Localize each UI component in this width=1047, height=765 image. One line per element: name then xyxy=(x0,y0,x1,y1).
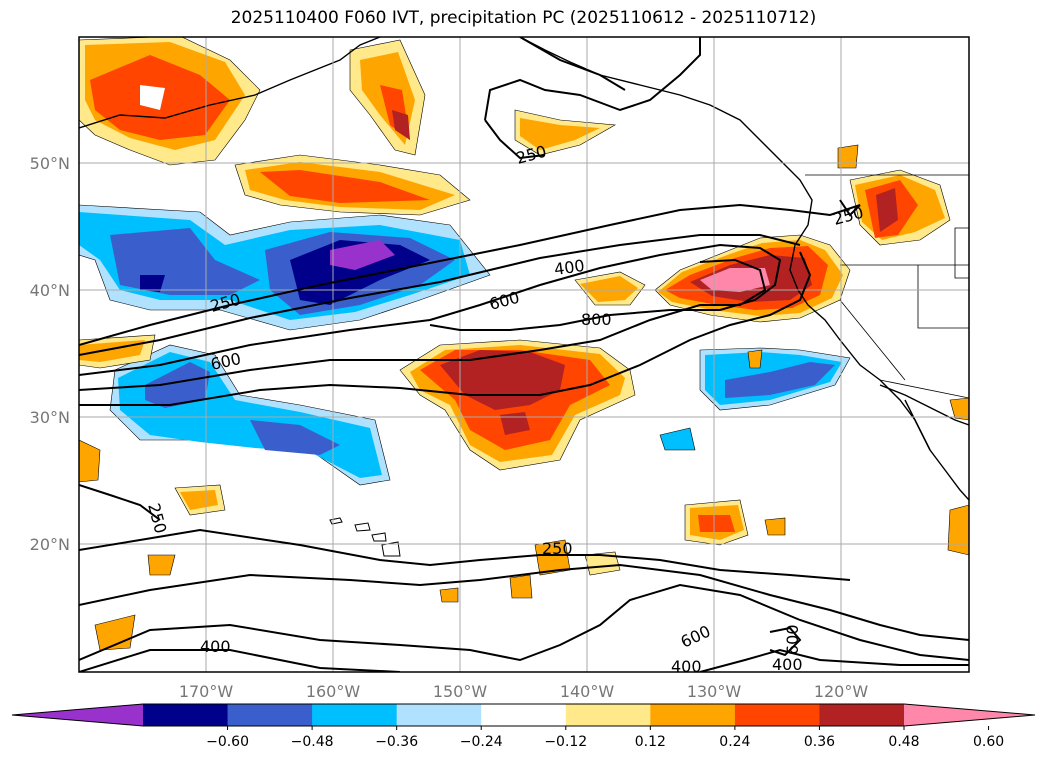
hawaii-islands xyxy=(329,517,401,557)
colorbar-segment xyxy=(312,704,398,726)
contour-label: 250 xyxy=(542,539,573,558)
lon-label: 150°W xyxy=(433,682,488,701)
coastlines xyxy=(79,37,969,501)
lon-label: 130°W xyxy=(687,682,742,701)
colorbar-segment xyxy=(143,704,229,726)
colorbar-segment xyxy=(396,704,482,726)
colorbar-segment xyxy=(819,704,905,726)
contour-label: 400 xyxy=(553,256,586,279)
lat-label: 40°N xyxy=(30,281,70,300)
ivt-contours xyxy=(79,37,969,672)
colorbar-tick-label: 0.48 xyxy=(888,734,919,750)
contour-label: 800 xyxy=(581,310,612,329)
colorbar-segment xyxy=(565,704,651,726)
precip-pc-fill xyxy=(79,37,969,651)
lon-label: 160°W xyxy=(306,682,361,701)
colorbar-tick-label: −0.60 xyxy=(206,734,249,750)
ivt-contour-labels: 250 250 250 250 400 400 400 400 600 600 … xyxy=(144,142,865,676)
contour-label: 400 xyxy=(671,657,702,676)
lat-label: 20°N xyxy=(30,535,70,554)
colorbar-tick-label: −0.24 xyxy=(460,734,503,750)
colorbar-tick-label: 0.36 xyxy=(804,734,835,750)
colorbar-outline xyxy=(11,703,1036,727)
lon-label: 140°W xyxy=(560,682,615,701)
map-title: 2025110400 F060 IVT, precipitation PC (2… xyxy=(230,8,817,28)
map-area: 250 250 250 250 400 400 400 400 600 600 … xyxy=(79,37,969,676)
lat-label: 50°N xyxy=(30,154,70,173)
colorbar: −0.60 −0.48 −0.36 −0.24 −0.12 0.12 0.24 0.36 0.4… xyxy=(11,703,1036,750)
contour-label: 400 xyxy=(200,637,231,656)
colorbar-extend-max xyxy=(904,704,1035,726)
longitude-labels: 170°W 160°W 150°W 140°W 130°W 120°W xyxy=(179,682,869,701)
colorbar-tick-label: −0.12 xyxy=(544,734,587,750)
lon-label: 170°W xyxy=(179,682,234,701)
colorbar-tick-label: 0.12 xyxy=(635,734,666,750)
colorbar-segment xyxy=(481,704,567,726)
lon-label: 120°W xyxy=(814,682,869,701)
colorbar-tick-label: −0.36 xyxy=(375,734,418,750)
colorbar-tick-label: −0.48 xyxy=(291,734,334,750)
colorbar-segment xyxy=(650,704,736,726)
contour-label: 600 xyxy=(783,624,802,655)
colorbar-segment xyxy=(734,704,820,726)
colorbar-segment xyxy=(227,704,313,726)
colorbar-tick-label: 0.60 xyxy=(973,734,1004,750)
colorbar-tick-label: 0.24 xyxy=(719,734,750,750)
latitude-labels: 50°N 40°N 30°N 20°N xyxy=(30,154,70,554)
contour-label: 400 xyxy=(772,655,803,674)
map-frame xyxy=(78,36,970,673)
colorbar-extend-min xyxy=(12,704,143,726)
lat-label: 30°N xyxy=(30,408,70,427)
state-borders xyxy=(805,174,969,399)
